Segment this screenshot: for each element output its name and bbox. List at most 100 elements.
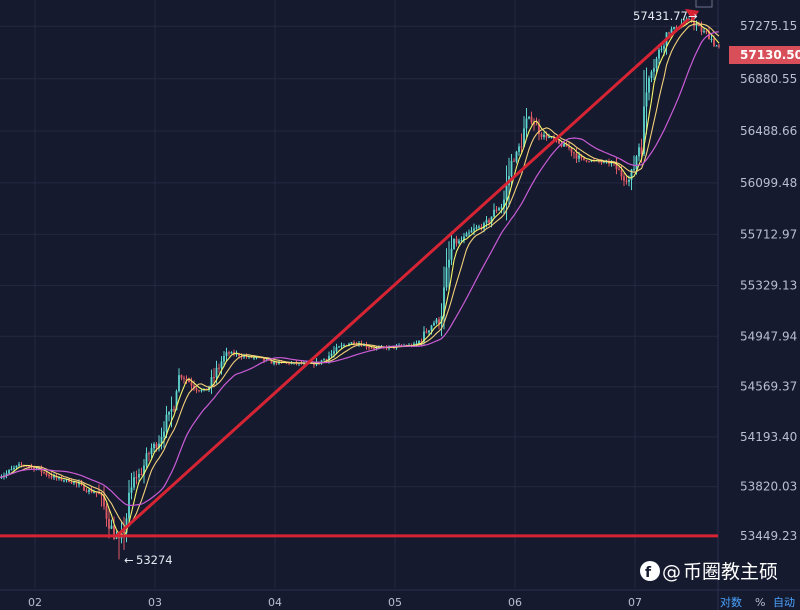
candle-body <box>625 180 628 182</box>
candle-body <box>650 71 653 78</box>
candle-body <box>208 386 210 391</box>
candle-body <box>515 151 518 162</box>
candle-body <box>75 481 78 484</box>
candle-body <box>560 143 563 147</box>
candle-body <box>430 325 433 331</box>
candle-body <box>580 155 583 158</box>
candle-body <box>573 152 575 154</box>
candle-body <box>563 143 565 147</box>
candle-body <box>28 466 30 468</box>
candle-body <box>158 443 160 449</box>
candle-body <box>455 238 458 244</box>
candle-body <box>93 492 95 494</box>
candle-body <box>653 68 655 72</box>
candle-body <box>170 409 173 412</box>
candle-body <box>45 472 48 475</box>
candle-body <box>438 319 440 324</box>
candle-body <box>628 179 630 182</box>
candle-body <box>335 347 338 352</box>
time-axis[interactable]: 02 03 04 05 06 07 <box>28 596 642 609</box>
candle-body <box>490 216 493 223</box>
candle-body <box>155 444 158 449</box>
candle-body <box>98 492 100 495</box>
candle-body <box>480 226 483 229</box>
candle-body <box>365 344 368 348</box>
candle-body <box>288 362 290 364</box>
date-tick-label: 04 <box>268 596 282 609</box>
candle-body <box>588 161 590 163</box>
candle-body <box>465 233 468 237</box>
high-arrow: → <box>688 9 698 23</box>
candle-body <box>235 353 238 355</box>
candle-body <box>663 45 665 49</box>
candle-body <box>13 467 15 470</box>
axis-options[interactable]: 对数 % 自动 <box>720 595 795 609</box>
candle-body <box>228 352 230 354</box>
candle-body <box>290 362 293 364</box>
candle-body <box>613 162 615 164</box>
candle-body <box>225 352 228 356</box>
candle-body <box>238 353 240 357</box>
candle-body <box>483 223 485 229</box>
candle-body <box>640 147 643 154</box>
candle-body <box>148 453 150 455</box>
watermark: f @ 币圈教主硕 <box>640 561 778 583</box>
current-price-tag-bg <box>729 46 800 64</box>
candle-body <box>50 475 53 478</box>
candle-body <box>713 38 715 46</box>
candle-body <box>603 161 605 163</box>
candle-body <box>5 473 8 476</box>
candle-body <box>550 136 553 138</box>
candle-body <box>165 414 168 432</box>
candle-body <box>470 230 473 233</box>
candle-body <box>185 378 188 380</box>
candle-body <box>660 48 663 50</box>
expand-icon[interactable] <box>695 0 713 8</box>
candle-body <box>43 472 45 474</box>
candle-body <box>528 116 530 119</box>
candle-body <box>618 169 620 171</box>
candle-body <box>638 147 640 157</box>
candle-body <box>270 360 273 364</box>
price-tick-label: 56099.48 <box>740 176 797 190</box>
auto-scale-toggle[interactable]: 自动 <box>773 596 795 609</box>
moving-average-line <box>0 31 720 507</box>
candle-body <box>423 331 425 342</box>
candle-body <box>420 341 423 343</box>
candle-body <box>40 468 43 473</box>
candle-body <box>253 357 255 359</box>
low-arrow: ← <box>124 553 134 567</box>
candle-body <box>178 375 180 392</box>
current-price-tag: 57130.50 <box>729 46 800 64</box>
candle-body <box>425 331 428 333</box>
candle-body <box>243 355 245 358</box>
price-axis[interactable]: 57275.15 56880.55 56488.66 56099.48 55712.97… <box>740 19 797 543</box>
candle-body <box>105 506 108 519</box>
low-annotation: ← 53274 <box>124 553 173 567</box>
watermark-text: 币圈教主硕 <box>683 561 778 583</box>
trend-line[interactable] <box>115 17 691 538</box>
candle-body <box>655 58 658 69</box>
candle-body <box>590 160 593 162</box>
candle-body <box>700 26 703 32</box>
candle-body <box>143 465 145 475</box>
log-scale-toggle[interactable]: 对数 <box>720 595 742 609</box>
candle-body <box>705 31 708 33</box>
candle-body <box>543 134 545 137</box>
candle-body <box>468 232 470 234</box>
candle-body <box>520 146 523 148</box>
candle-body <box>645 92 648 107</box>
candle-body <box>693 21 695 26</box>
candle-body <box>568 146 570 149</box>
date-tick-label: 02 <box>28 596 42 609</box>
candle-body <box>715 45 718 47</box>
candle-body <box>110 525 113 529</box>
candle-body <box>635 156 638 170</box>
drawings[interactable] <box>0 8 718 538</box>
percent-scale-toggle[interactable]: % <box>755 596 765 609</box>
candle-body <box>538 124 540 135</box>
candle-body <box>130 487 133 493</box>
candle-body <box>445 267 448 288</box>
